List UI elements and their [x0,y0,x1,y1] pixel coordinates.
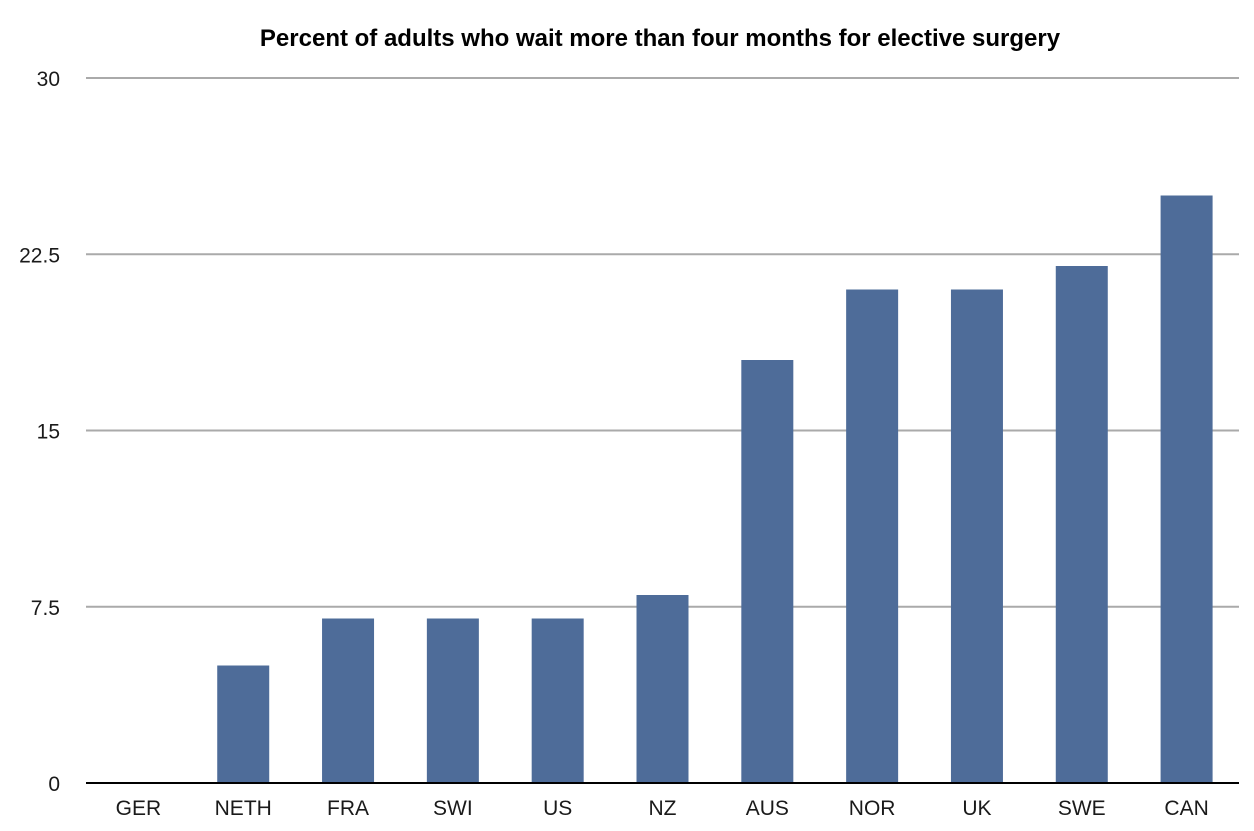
bar-nor [846,289,899,783]
bar-us [531,618,584,783]
y-tick-label: 15 [37,421,60,444]
x-tick-label: SWE [1058,797,1106,820]
y-tick-label: 7.5 [31,597,60,620]
y-tick-label: 22.5 [19,244,60,267]
x-tick-label: NOR [849,797,896,820]
bar-nz [636,595,689,783]
y-axis-tick-labels: 0 7.5 15 22.5 30 [19,68,60,796]
x-tick-label: UK [962,797,991,820]
x-tick-label: NETH [215,797,272,820]
bar-fra [322,618,375,783]
x-tick-label: FRA [327,797,369,820]
chart-title: Percent of adults who wait more than fou… [260,25,1061,52]
bars [217,195,1213,783]
bar-swe [1055,266,1108,783]
bar-aus [741,360,794,783]
x-tick-label: US [543,797,572,820]
x-tick-label: CAN [1164,797,1208,820]
x-axis-tick-labels: GER NETH FRA SWI US NZ AUS NOR UK SWE CAN [116,797,1209,820]
x-tick-label: GER [116,797,162,820]
y-tick-label: 30 [37,68,60,91]
y-tick-label: 0 [48,773,60,796]
x-tick-label: AUS [746,797,789,820]
x-tick-label: SWI [433,797,473,820]
bar-swi [426,618,479,783]
bar-uk [950,289,1003,783]
bar-can [1160,195,1213,783]
bar-neth [217,665,270,783]
x-tick-label: NZ [649,797,677,820]
